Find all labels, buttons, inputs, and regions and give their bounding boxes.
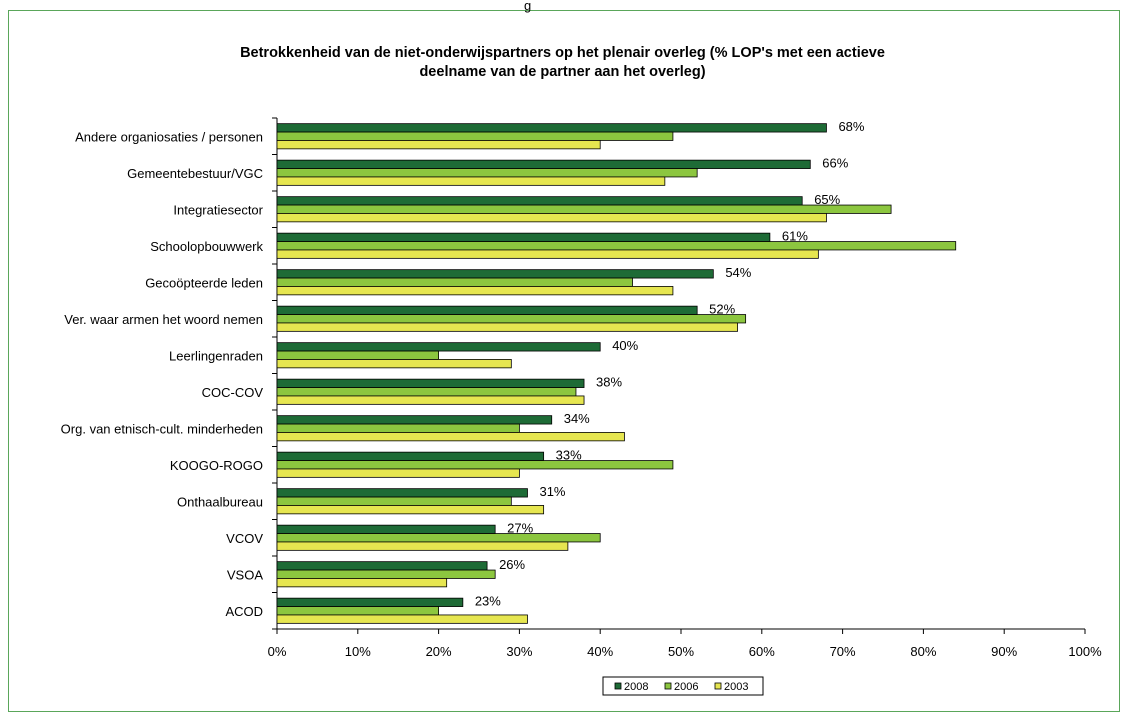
legend-swatch-2003 bbox=[714, 682, 722, 690]
bar-2006-7 bbox=[276, 350, 440, 360]
category-label: COC-COV bbox=[202, 385, 264, 400]
bar-2006-8 bbox=[276, 387, 577, 397]
category-label: Onthaalbureau bbox=[177, 494, 263, 509]
legend-swatch-2008 bbox=[614, 682, 622, 690]
bar-2006-10 bbox=[276, 460, 674, 470]
bar-2003-5 bbox=[276, 286, 674, 296]
bar-2003-13 bbox=[276, 578, 448, 588]
legend-label-2008: 2008 bbox=[624, 681, 648, 693]
bar-2003-6 bbox=[276, 322, 738, 332]
category-label: Integratiesector bbox=[173, 202, 263, 217]
bar-2003-8 bbox=[276, 395, 585, 405]
bar-2006-1 bbox=[276, 131, 674, 141]
data-label-2008: 26% bbox=[499, 557, 525, 572]
category-label: Gecoöpteerde leden bbox=[145, 275, 263, 290]
data-label-2008: 27% bbox=[507, 521, 533, 536]
data-label-2008: 34% bbox=[564, 411, 590, 426]
bar-2006-5 bbox=[276, 277, 633, 287]
bar-2006-9 bbox=[276, 423, 520, 433]
bar-2006-14 bbox=[276, 606, 440, 616]
bar-2006-4 bbox=[276, 241, 957, 251]
x-tick-label: 0% bbox=[268, 644, 287, 659]
bar-2008-12 bbox=[276, 524, 496, 534]
legend-box bbox=[602, 676, 764, 696]
data-label-2008: 52% bbox=[709, 302, 735, 317]
legend-swatch-2006 bbox=[664, 682, 672, 690]
data-label-2008: 31% bbox=[539, 484, 565, 499]
category-label: Org. van etnisch-cult. minderheden bbox=[61, 421, 263, 436]
bar-2008-7 bbox=[276, 342, 601, 352]
bar-2003-12 bbox=[276, 541, 569, 551]
legend-label-2003: 2003 bbox=[724, 681, 748, 693]
bar-2008-3 bbox=[276, 196, 803, 206]
bar-2008-11 bbox=[276, 488, 528, 498]
bar-2003-14 bbox=[276, 614, 528, 624]
legend-label-2006: 2006 bbox=[674, 681, 698, 693]
bar-2008-13 bbox=[276, 561, 488, 571]
bar-2006-12 bbox=[276, 533, 601, 543]
bar-2006-3 bbox=[276, 204, 892, 214]
bar-2006-2 bbox=[276, 168, 698, 178]
bar-2003-1 bbox=[276, 140, 601, 150]
data-label-2008: 66% bbox=[822, 156, 848, 171]
x-tick-label: 70% bbox=[830, 644, 856, 659]
bar-2003-2 bbox=[276, 176, 666, 186]
chart-title: Betrokkenheid van de niet-onderwijspartn… bbox=[100, 44, 1025, 82]
bar-2008-8 bbox=[276, 378, 585, 388]
bar-2008-14 bbox=[276, 597, 464, 607]
bar-2008-10 bbox=[276, 451, 545, 461]
category-label: VSOA bbox=[227, 567, 263, 582]
bar-2008-6 bbox=[276, 305, 698, 315]
bar-2003-11 bbox=[276, 505, 545, 515]
data-label-2008: 33% bbox=[556, 448, 582, 463]
data-label-2008: 61% bbox=[782, 229, 808, 244]
category-label: KOOGO-ROGO bbox=[170, 458, 263, 473]
bar-2008-1 bbox=[276, 123, 827, 133]
x-tick-label: 10% bbox=[345, 644, 371, 659]
category-label: Gemeentebestuur/VGC bbox=[127, 166, 263, 181]
data-label-2008: 65% bbox=[814, 192, 840, 207]
bar-2003-10 bbox=[276, 468, 520, 478]
top-mark: g bbox=[524, 0, 532, 13]
category-label: VCOV bbox=[226, 531, 263, 546]
data-label-2008: 54% bbox=[725, 265, 751, 280]
x-tick-label: 30% bbox=[506, 644, 532, 659]
bar-2006-6 bbox=[276, 314, 747, 324]
bar-2006-11 bbox=[276, 496, 512, 506]
category-label: Leerlingenraden bbox=[169, 348, 263, 363]
category-label: Ver. waar armen het woord nemen bbox=[64, 312, 263, 327]
category-label: Andere organiosaties / personen bbox=[75, 129, 263, 144]
x-tick-label: 20% bbox=[426, 644, 452, 659]
data-label-2008: 40% bbox=[612, 338, 638, 353]
data-label-2008: 68% bbox=[838, 119, 864, 134]
data-label-2008: 38% bbox=[596, 375, 622, 390]
bar-2008-2 bbox=[276, 159, 811, 169]
x-tick-label: 60% bbox=[749, 644, 775, 659]
x-tick-label: 80% bbox=[910, 644, 936, 659]
bar-2003-3 bbox=[276, 213, 827, 223]
x-tick-label: 100% bbox=[1068, 644, 1102, 659]
chart-title-line-2: deelname van de partner aan het overleg) bbox=[419, 64, 706, 80]
x-tick-label: 50% bbox=[668, 644, 694, 659]
bar-2008-4 bbox=[276, 232, 771, 242]
bar-2006-13 bbox=[276, 569, 496, 579]
chart-title-line-1: Betrokkenheid van de niet-onderwijspartn… bbox=[240, 45, 885, 61]
chart-frame bbox=[8, 10, 1120, 712]
category-label: Schoolopbouwwerk bbox=[150, 239, 263, 254]
x-tick-label: 40% bbox=[587, 644, 613, 659]
bar-2003-7 bbox=[276, 359, 512, 369]
category-label: ACOD bbox=[225, 604, 263, 619]
bar-2008-9 bbox=[276, 415, 553, 425]
bar-2003-4 bbox=[276, 249, 819, 259]
bar-2008-5 bbox=[276, 269, 714, 279]
bar-2003-9 bbox=[276, 432, 625, 442]
x-tick-label: 90% bbox=[991, 644, 1017, 659]
data-label-2008: 23% bbox=[475, 594, 501, 609]
